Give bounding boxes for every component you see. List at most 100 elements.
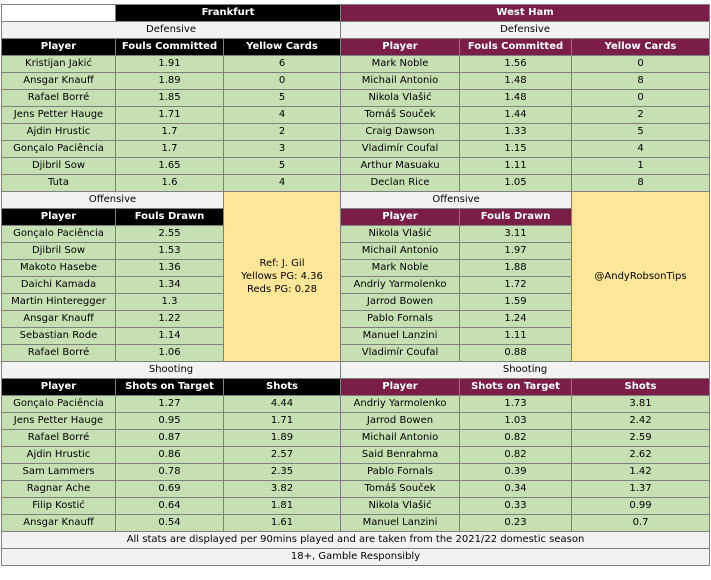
offensive-data-row: Makoto Hasebe 1.36 Mark Noble 1.88 (1, 259, 710, 277)
westham-shooting-cell: 0.39 (459, 463, 573, 481)
frankfurt-shooting-title: Shooting (0, 361, 342, 379)
frankfurt-shooting-header: Player (1, 378, 116, 396)
stats-sheet: Frankfurt West Ham Defensive Defensive Playe… (0, 4, 711, 566)
blank-cell (1, 4, 116, 22)
frankfurt-shooting-header: Shots on Target (115, 378, 224, 396)
defensive-data-row: Kristijan Jakić 1.91 6 Mark Noble 1.56 0 (1, 55, 711, 73)
westham-shooting-cell: Michail Antonio (340, 429, 461, 447)
westham-shooting-cell: 2.42 (571, 412, 711, 430)
offensive-data-row: Martin Hinteregger 1.3 Jarrod Bowen 1.59 (1, 293, 710, 311)
westham-defensive-cell: 1.15 (459, 140, 573, 158)
frankfurt-defensive-cell: Gonçalo Paciência (1, 140, 116, 158)
westham-offensive-cell: 1.97 (459, 242, 573, 260)
frankfurt-defensive-cell: Jens Petter Hauge (1, 106, 116, 124)
westham-shooting-cell: 0.23 (459, 514, 573, 532)
westham-offensive-cell: Michail Antonio (340, 242, 461, 260)
westham-offensive-cell: 1.59 (459, 293, 573, 311)
defensive-header-row: Player Fouls Committed Yellow Cards Player F… (1, 38, 711, 56)
shooting-data-row: Rafael Borré 0.87 1.89 Michail Antonio 0.82 2… (1, 429, 711, 447)
frankfurt-defensive-cell: 6 (222, 55, 342, 73)
frankfurt-offensive-cell: 1.3 (115, 293, 224, 311)
westham-defensive-cell: 4 (571, 140, 711, 158)
frankfurt-shooting-cell: 3.82 (222, 480, 342, 498)
frankfurt-defensive-cell: Kristijan Jakić (1, 55, 116, 73)
westham-shooting-title: Shooting (340, 361, 711, 379)
westham-offensive-cell: Pablo Fornals (340, 310, 461, 328)
westham-defensive-cell: 1.05 (459, 174, 573, 192)
westham-defensive-cell: Craig Dawson (340, 123, 461, 141)
shooting-data-row: Gonçalo Paciência 1.27 4.44 Andriy Yarmolen… (1, 395, 711, 413)
westham-defensive-cell: 1 (571, 157, 711, 175)
westham-defensive-cell: Mark Noble (340, 55, 461, 73)
frankfurt-shooting-cell: 0.95 (115, 412, 224, 430)
westham-offensive-cell: Vladimír Coufal (340, 344, 461, 362)
shooting-data-row: Filip Kostić 0.64 1.81 Nikola Vlašić 0.33 0.9… (1, 497, 711, 515)
frankfurt-shooting-cell: 2.35 (222, 463, 342, 481)
shooting-data-row: Ajdin Hrustic 0.86 2.57 Said Benrahma 0.82 2.… (1, 446, 711, 464)
frankfurt-offensive-cell: 1.53 (115, 242, 224, 260)
westham-defensive-cell: Michail Antonio (340, 72, 461, 90)
frankfurt-offensive-header: Fouls Drawn (115, 208, 224, 226)
frankfurt-defensive-cell: 1.85 (115, 89, 224, 107)
frankfurt-offensive-cell: 1.36 (115, 259, 224, 277)
frankfurt-shooting-cell: Ajdin Hrustic (1, 446, 116, 464)
westham-defensive-cell: 8 (571, 72, 711, 90)
frankfurt-offensive-cell: Rafael Borré (1, 344, 116, 362)
westham-offensive-cell: 1.72 (459, 276, 573, 294)
frankfurt-shooting-cell: 1.71 (222, 412, 342, 430)
frankfurt-defensive-cell: 1.7 (115, 123, 224, 141)
westham-defensive-cell: 1.44 (459, 106, 573, 124)
offensive-title-row: Offensive Ref: J. Gil Yellows PG: 4.36 Reds… (1, 191, 711, 362)
westham-shooting-cell: Manuel Lanzini (340, 514, 461, 532)
shooting-data-row: Jens Petter Hauge 0.95 1.71 Jarrod Bowen 1.0… (1, 412, 711, 430)
frankfurt-shooting-cell: 0.54 (115, 514, 224, 532)
westham-defensive-cell: 5 (571, 123, 711, 141)
frankfurt-shooting-cell: Jens Petter Hauge (1, 412, 116, 430)
westham-offensive-cell: 0.88 (459, 344, 573, 362)
westham-defensive-cell: 8 (571, 174, 711, 192)
frankfurt-defensive-cell: 1.71 (115, 106, 224, 124)
frankfurt-defensive-header: Player (1, 38, 116, 56)
frankfurt-shooting-cell: Ansgar Knauff (1, 514, 116, 532)
westham-shooting-cell: Tomáš Souček (340, 480, 461, 498)
team-title-row: Frankfurt West Ham (1, 4, 711, 22)
referee-reds: Reds PG: 0.28 (247, 284, 317, 295)
frankfurt-defensive-cell: 5 (222, 157, 342, 175)
westham-defensive-cell: 1.11 (459, 157, 573, 175)
offensive-data-row: Djibril Sow 1.53 Michail Antonio 1.97 (1, 242, 710, 260)
westham-offensive-cell: 3.11 (459, 225, 573, 243)
frankfurt-shooting-cell: 0.69 (115, 480, 224, 498)
westham-defensive-cell: 0 (571, 55, 711, 73)
westham-offensive-cell: Nikola Vlašić (340, 225, 461, 243)
frankfurt-shooting-cell: 0.86 (115, 446, 224, 464)
frankfurt-offensive-cell: 1.06 (115, 344, 224, 362)
westham-shooting-cell: 0.99 (571, 497, 711, 515)
frankfurt-offensive-cell: 1.34 (115, 276, 224, 294)
shooting-title-row: Shooting Shooting (0, 361, 711, 379)
referee-info-box: Ref: J. Gil Yellows PG: 4.36 Reds PG: 0.28 (222, 191, 342, 362)
westham-shooting-cell: 1.42 (571, 463, 711, 481)
frankfurt-defensive-cell: 4 (222, 106, 342, 124)
footer-note: All stats are displayed per 90mins playe… (0, 531, 711, 549)
frankfurt-offensive-cell: Gonçalo Paciência (1, 225, 116, 243)
frankfurt-offensive-cell: Makoto Hasebe (1, 259, 116, 277)
offensive-data-row: Gonçalo Paciência 2.55 Nikola Vlašić 3.11 (1, 225, 710, 243)
referee-yellows: Yellows PG: 4.36 (241, 271, 323, 282)
westham-offensive-cell: Jarrod Bowen (340, 293, 461, 311)
defensive-data-row: Tuta 1.6 4 Declan Rice 1.05 8 (1, 174, 711, 192)
westham-offensive-cell: 1.88 (459, 259, 573, 277)
westham-title: West Ham (340, 4, 711, 22)
frankfurt-defensive-cell: 2 (222, 123, 342, 141)
referee-name: Ref: J. Gil (259, 258, 305, 269)
frankfurt-offensive-cell: Daichi Kamada (1, 276, 116, 294)
westham-defensive-cell: 2 (571, 106, 711, 124)
westham-shooting-cell: Nikola Vlašić (340, 497, 461, 515)
defensive-data-row: Djibril Sow 1.65 5 Arthur Masuaku 1.11 1 (1, 157, 711, 175)
frankfurt-defensive-cell: 1.89 (115, 72, 224, 90)
frankfurt-defensive-cell: Ajdin Hrustic (1, 123, 116, 141)
shooting-data-row: Ragnar Ache 0.69 3.82 Tomáš Souček 0.34 1.37 (1, 480, 711, 498)
frankfurt-defensive-cell: Ansgar Knauff (1, 72, 116, 90)
westham-shooting-cell: Pablo Fornals (340, 463, 461, 481)
westham-shooting-header: Shots (571, 378, 711, 396)
westham-shooting-cell: 1.03 (459, 412, 573, 430)
